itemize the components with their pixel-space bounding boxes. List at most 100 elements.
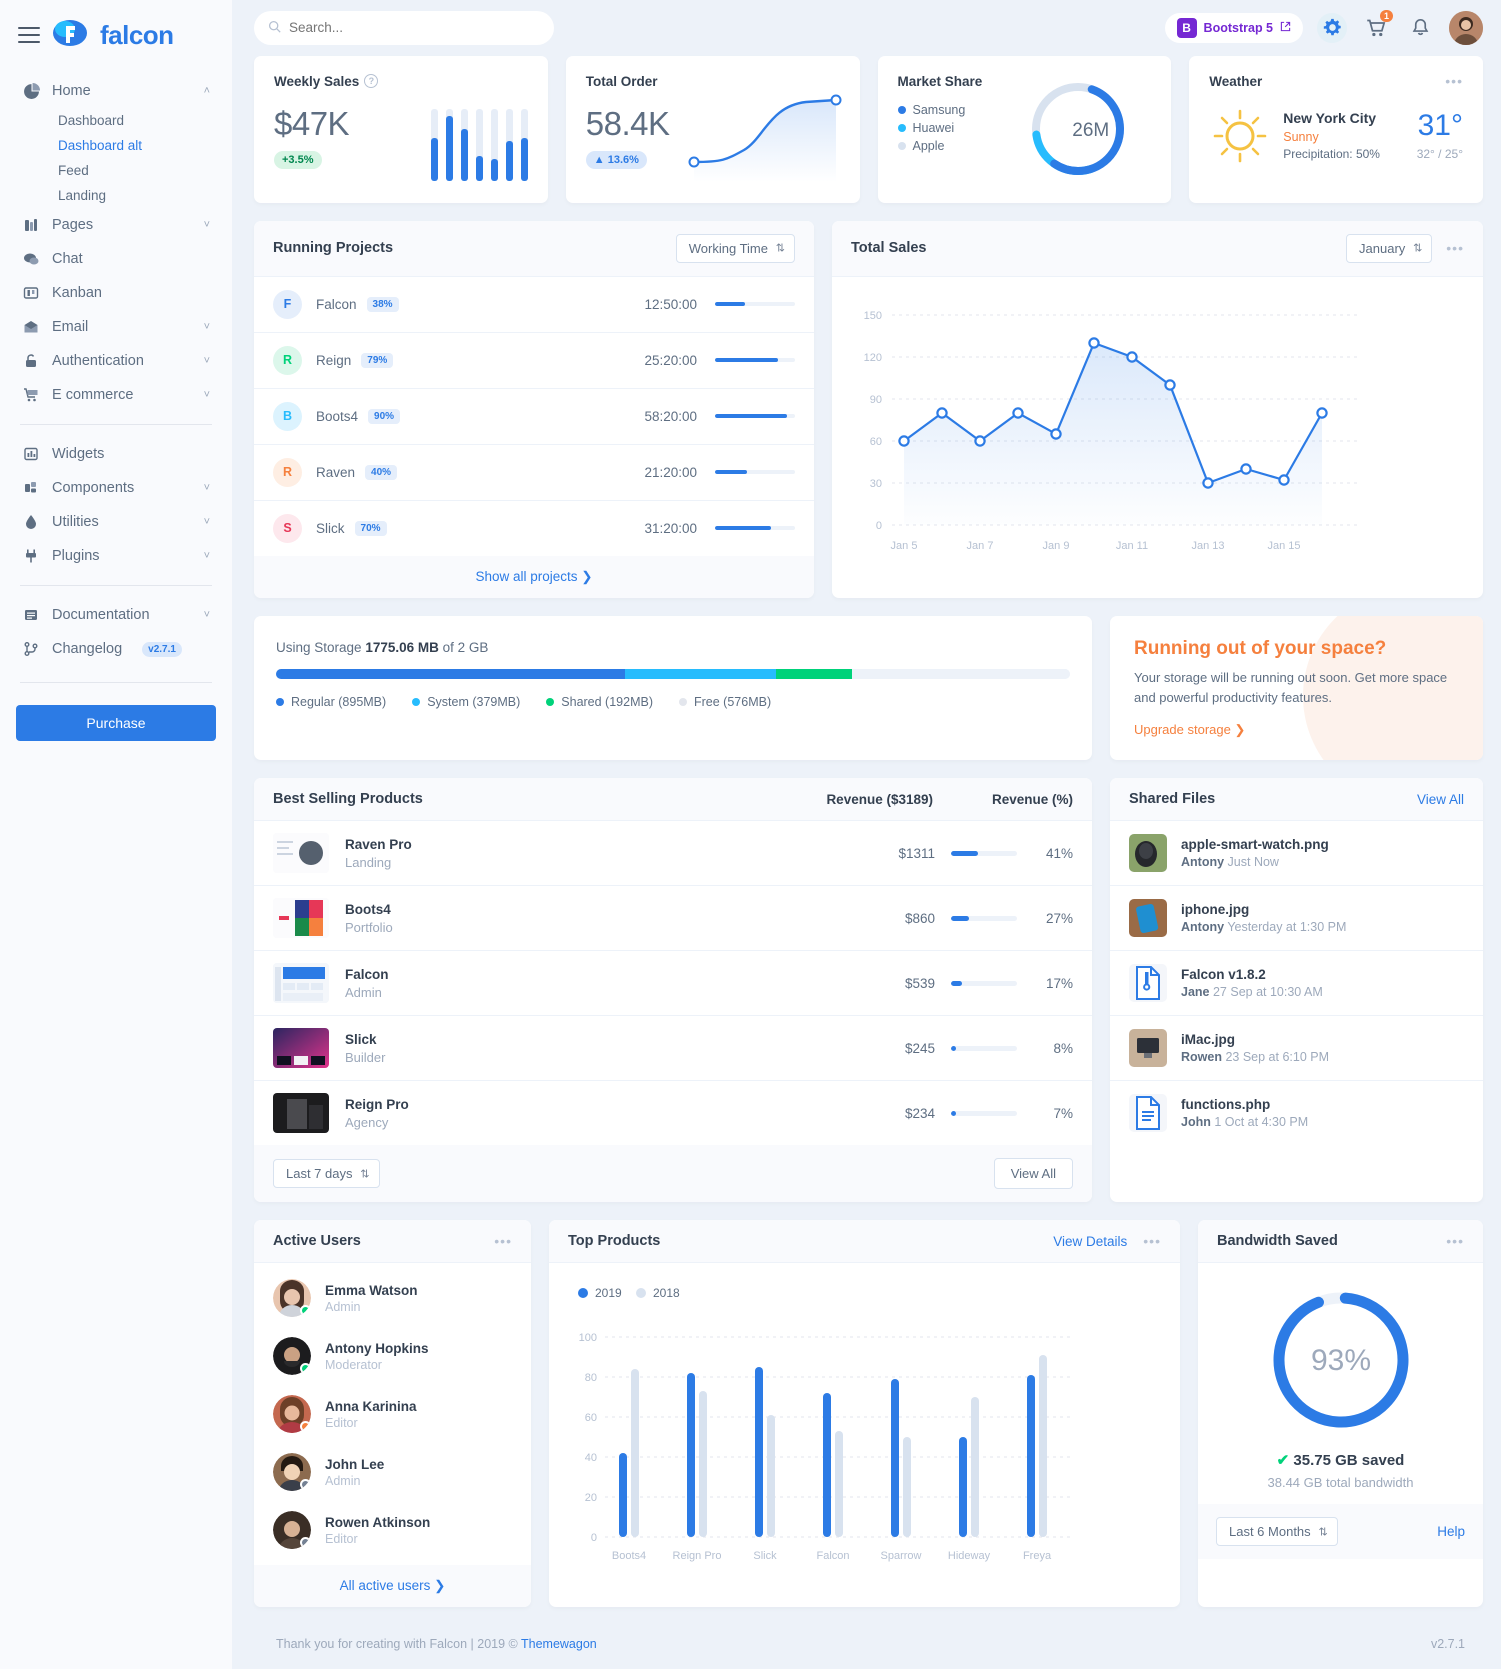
- sidebar-item-widgets[interactable]: Widgets: [16, 437, 216, 471]
- search-box[interactable]: [254, 10, 554, 45]
- widgets-icon: [22, 445, 40, 463]
- product-thumbnail: [273, 833, 329, 873]
- sidebar-item-documentation[interactable]: Documentation ˅: [16, 598, 216, 632]
- storage-legend: Regular (895MB) System (379MB) Shared (1…: [276, 695, 1070, 709]
- file-name: iMac.jpg: [1181, 1032, 1236, 1047]
- list-item[interactable]: Antony Hopkins Moderator: [254, 1327, 531, 1385]
- show-all-projects-link[interactable]: Show all projects ❯: [475, 568, 593, 584]
- table-row[interactable]: B Boots4 90% 58:20:00: [254, 389, 814, 445]
- sidebar-item-authentication[interactable]: Authentication ˅: [16, 344, 216, 378]
- list-item[interactable]: Emma Watson Admin: [254, 1269, 531, 1327]
- table-row[interactable]: Reign Pro Agency $234 7%: [254, 1081, 1092, 1145]
- purchase-button[interactable]: Purchase: [16, 705, 216, 741]
- search-input[interactable]: [289, 20, 540, 36]
- list-item[interactable]: Falcon v1.8.2 Jane 27 Sep at 10:30 AM: [1110, 951, 1483, 1016]
- market-share-center: 26M: [1072, 119, 1110, 141]
- chevron-down-icon[interactable]: ˅: [203, 482, 210, 494]
- more-options-icon[interactable]: •••: [1446, 240, 1464, 257]
- all-active-users-link[interactable]: All active users ❯: [339, 1578, 446, 1593]
- more-options-icon[interactable]: •••: [494, 1233, 512, 1249]
- x-tick-freya: Freya: [1023, 1550, 1052, 1562]
- more-options-icon[interactable]: •••: [1446, 1233, 1464, 1249]
- sidebar-subitem-landing[interactable]: Landing: [58, 188, 107, 203]
- y-tick-0: 0: [876, 520, 882, 532]
- sidebar-item-chat[interactable]: Chat: [16, 242, 216, 276]
- list-item[interactable]: iMac.jpg Rowen 23 Sep at 6:10 PM: [1110, 1016, 1483, 1081]
- legend-label: Samsung: [912, 102, 966, 117]
- table-row[interactable]: Falcon Admin $539 17%: [254, 951, 1092, 1016]
- list-item[interactable]: functions.php John 1 Oct at 4:30 PM: [1110, 1081, 1483, 1145]
- list-item[interactable]: Anna Karinina Editor: [254, 1385, 531, 1443]
- storage-progress-bar: [276, 668, 1070, 679]
- best-selling-card: Best Selling Products Revenue ($3189) Re…: [254, 778, 1092, 1202]
- best-selling-list: Raven Pro Landing $1311 41% Boots4 Portfol…: [254, 821, 1092, 1145]
- list-item[interactable]: iphone.jpg Antony Yesterday at 1:30 PM: [1110, 886, 1483, 951]
- shared-files-view-all-link[interactable]: View All: [1416, 791, 1464, 807]
- sidebar-item-home[interactable]: Home ˄: [16, 74, 216, 108]
- help-link[interactable]: Help: [1437, 1524, 1465, 1539]
- chevron-down-icon[interactable]: ˅: [203, 355, 210, 367]
- project-percent: 70%: [354, 520, 387, 536]
- chevron-down-icon[interactable]: ˅: [203, 219, 210, 231]
- table-row[interactable]: R Raven 40% 21:20:00: [254, 445, 814, 501]
- product-percent: 7%: [1053, 1105, 1073, 1121]
- list-item[interactable]: Rowen Atkinson Editor: [254, 1501, 531, 1559]
- sidebar-item-kanban[interactable]: Kanban: [16, 276, 216, 310]
- list-item[interactable]: John Lee Admin: [254, 1443, 531, 1501]
- sidebar-item-plugins[interactable]: Plugins ˅: [16, 539, 216, 573]
- question-icon[interactable]: ?: [364, 74, 379, 89]
- bandwidth-body: 93% ✔ 35.75 GB saved 38.44 GB total band…: [1198, 1263, 1483, 1490]
- project-name: Raven: [316, 464, 356, 480]
- table-row[interactable]: S Slick 70% 31:20:00: [254, 501, 814, 556]
- upgrade-storage-link[interactable]: Upgrade storage ❯: [1134, 722, 1246, 737]
- market-share-legend: Samsung Huawei Apple: [897, 101, 1152, 155]
- sidebar-item-label: E commerce: [52, 387, 134, 403]
- storage-seg-free: [851, 668, 1070, 679]
- sidebar-item-utilities[interactable]: Utilities ˅: [16, 505, 216, 539]
- table-row[interactable]: Raven Pro Landing $1311 41%: [254, 821, 1092, 886]
- table-row[interactable]: Slick Builder $245 8%: [254, 1016, 1092, 1081]
- chevron-down-icon[interactable]: ˅: [203, 321, 210, 333]
- sidebar-item-label: Documentation: [52, 607, 150, 623]
- table-row[interactable]: F Falcon 38% 12:50:00: [254, 277, 814, 333]
- view-all-button[interactable]: View All: [993, 1158, 1073, 1189]
- sidebar-item-pages[interactable]: Pages ˅: [16, 208, 216, 242]
- sidebar-item-components[interactable]: Components ˅: [16, 471, 216, 505]
- chevron-down-icon[interactable]: ˅: [203, 389, 210, 401]
- sidebar-subitem-dashboard[interactable]: Dashboard: [58, 113, 125, 128]
- table-row[interactable]: Boots4 Portfolio $860 27%: [254, 886, 1092, 951]
- bootstrap-badge-button[interactable]: B Bootstrap 5: [1164, 12, 1303, 43]
- sidebar-subitem-feed[interactable]: Feed: [58, 163, 89, 178]
- product-revenue: $1311: [898, 845, 935, 861]
- status-badge: [300, 1305, 311, 1316]
- view-details-link[interactable]: View Details: [1053, 1233, 1128, 1249]
- total-order-change-value: 13.6%: [607, 153, 639, 166]
- gear-icon[interactable]: [1317, 12, 1347, 43]
- active-users-card: Active Users ••• Emma Watson Admin Antony…: [254, 1220, 531, 1607]
- period-select[interactable]: Last 7 days: [273, 1159, 380, 1188]
- more-options-icon[interactable]: •••: [1143, 1233, 1161, 1249]
- chevron-down-icon[interactable]: ˅: [203, 516, 210, 528]
- file-time: 23 Sep at 6:10 PM: [1225, 1050, 1330, 1064]
- cart-icon[interactable]: 1: [1361, 9, 1393, 43]
- working-time-select[interactable]: Working Time: [675, 233, 795, 263]
- themewagon-link[interactable]: Themewagon: [521, 1637, 597, 1651]
- sidebar-item-ecommerce[interactable]: E commerce ˅: [16, 378, 216, 412]
- bandwidth-saved: ✔ 35.75 GB saved: [1277, 1451, 1405, 1469]
- sidebar-item-changelog[interactable]: Changelog v2.7.1: [16, 632, 216, 666]
- menu-toggle-icon[interactable]: [18, 27, 40, 43]
- chevron-down-icon[interactable]: ˅: [203, 550, 210, 562]
- bandwidth-period-select[interactable]: Last 6 Months: [1216, 1517, 1338, 1546]
- bell-icon[interactable]: [1405, 13, 1435, 43]
- list-item[interactable]: apple-smart-watch.png Antony Just Now: [1110, 821, 1483, 886]
- sidebar-home-children: Dashboard Dashboard alt Feed Landing: [16, 108, 216, 208]
- chevron-up-icon[interactable]: ˄: [203, 85, 210, 97]
- file-thumbnail: [1129, 1029, 1167, 1067]
- table-row[interactable]: R Reign 79% 25:20:00: [254, 333, 814, 389]
- sidebar-subitem-dashboard-alt[interactable]: Dashboard alt: [58, 138, 143, 153]
- month-select[interactable]: January: [1346, 233, 1433, 263]
- avatar[interactable]: [1449, 10, 1483, 45]
- chevron-down-icon[interactable]: ˅: [203, 609, 210, 621]
- more-options-icon[interactable]: •••: [1445, 72, 1463, 89]
- sidebar-item-email[interactable]: Email ˅: [16, 310, 216, 344]
